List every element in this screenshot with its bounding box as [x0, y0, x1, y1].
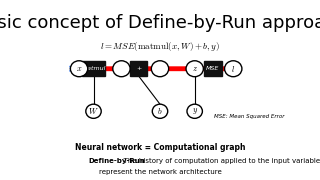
- Circle shape: [86, 104, 101, 118]
- Circle shape: [113, 61, 130, 77]
- Text: matmul: matmul: [81, 66, 106, 71]
- FancyBboxPatch shape: [204, 61, 222, 76]
- Text: Basic concept of Define-by-Run approach: Basic concept of Define-by-Run approach: [0, 14, 320, 32]
- Circle shape: [151, 61, 169, 77]
- Text: represent the network architecture: represent the network architecture: [99, 168, 221, 175]
- Text: : The history of computation applied to the input variable does: : The history of computation applied to …: [119, 158, 320, 164]
- Text: $l$: $l$: [231, 64, 235, 74]
- FancyBboxPatch shape: [130, 61, 148, 76]
- Text: Neural network = Computational graph: Neural network = Computational graph: [75, 143, 245, 152]
- Circle shape: [187, 104, 202, 118]
- Text: MSE: MSE: [206, 66, 220, 71]
- Circle shape: [225, 61, 242, 77]
- Text: MSE: Mean Squared Error: MSE: Mean Squared Error: [214, 114, 284, 119]
- Text: $z$: $z$: [192, 64, 198, 73]
- Circle shape: [152, 104, 168, 118]
- Text: $x$: $x$: [76, 64, 82, 73]
- Circle shape: [186, 61, 204, 77]
- Circle shape: [70, 61, 88, 77]
- Text: Define-by-Run: Define-by-Run: [89, 158, 146, 164]
- Text: $y$: $y$: [192, 106, 198, 116]
- Text: $W$: $W$: [88, 106, 99, 116]
- Text: $b$: $b$: [157, 106, 163, 116]
- FancyBboxPatch shape: [82, 61, 105, 76]
- Text: +: +: [136, 66, 141, 71]
- Text: $l = MSE(\mathrm{matmul}(x, W) + b, y)$: $l = MSE(\mathrm{matmul}(x, W) + b, y)$: [100, 40, 220, 53]
